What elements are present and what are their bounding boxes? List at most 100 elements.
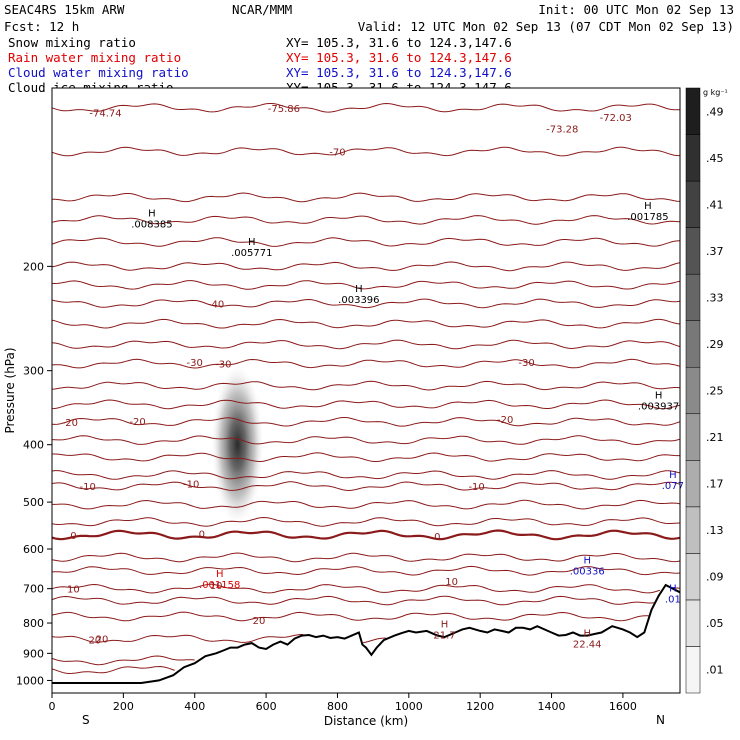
maximum-value: .001158 <box>199 580 240 591</box>
maximum-value: .003396 <box>338 295 379 306</box>
maximum-marker: H.077 <box>662 470 684 492</box>
field-xy-snow: XY= 105.3, 31.6 to 124.3,147.6 <box>286 35 512 50</box>
colorbar-segment <box>685 320 701 368</box>
colorbar-label: .29 <box>706 338 724 351</box>
maximum-value: .005771 <box>231 248 272 259</box>
x-tick-label: 0 <box>49 700 56 713</box>
y-tick-label: 400 <box>23 439 44 452</box>
maximum-marker: H.003396 <box>338 284 379 306</box>
maximum-symbol: H <box>583 556 591 567</box>
maximum-value: 22.44 <box>573 640 602 651</box>
init-label: Init: 00 UTC Mon 02 Sep 13 <box>538 2 734 17</box>
isotherm-line <box>51 280 681 290</box>
isotherm-line <box>51 380 681 391</box>
colorbar-label: .21 <box>706 431 724 444</box>
isotherm-line <box>52 192 681 203</box>
y-tick-label: 800 <box>23 617 44 630</box>
colorbar-label: .17 <box>706 478 724 491</box>
isotherm-line <box>51 481 681 492</box>
y-tick-label: 300 <box>23 365 44 378</box>
isotherm-line <box>51 611 649 622</box>
maximum-value: .001785 <box>627 212 668 223</box>
x-tick-label: 1400 <box>538 700 566 713</box>
colorbar-label: .37 <box>706 245 724 258</box>
isotherm-label: 10 <box>210 581 223 592</box>
field-name-rain: Rain water mixing ratio <box>8 50 181 65</box>
colorbar-segment <box>685 366 701 415</box>
isotherm-line <box>51 470 681 480</box>
maximum-marker: H.005771 <box>231 237 272 259</box>
colorbar-segment <box>685 460 701 508</box>
y-tick-label: 1000 <box>16 674 44 687</box>
maximum-symbol: H <box>655 391 663 402</box>
maximum-marker: H.008385 <box>131 209 172 231</box>
isotherm-label: -30 <box>518 358 534 369</box>
isotherm-label: 10 <box>445 577 458 588</box>
colorbar-label: .33 <box>706 291 724 304</box>
colorbar-segment <box>685 87 701 135</box>
terrain <box>52 583 681 684</box>
y-tick-label: 900 <box>23 647 44 660</box>
isotherm-label: -75.86 <box>268 104 300 115</box>
colorbar-segment <box>685 506 701 554</box>
y-tick-label: 600 <box>23 543 44 556</box>
colorbar-label: .45 <box>706 152 724 165</box>
isotherm-line <box>51 399 681 410</box>
temperature-contours: -75.86 -70 -40 -30 -20 -10 0 10 20 -20 -20 -30 -30 -1… <box>51 102 681 675</box>
isotherm-label: 20 <box>253 616 266 627</box>
isotherm-line <box>51 318 681 329</box>
isotherm-line <box>51 237 681 247</box>
maximum-value: .003937 <box>638 402 679 413</box>
maximum-value: .008385 <box>131 220 172 231</box>
isotherm-line <box>51 261 681 272</box>
org-label: NCAR/MMM <box>232 2 292 17</box>
x-tick-label: 1600 <box>609 700 637 713</box>
isotherm-line <box>51 516 681 527</box>
y-axis-label: Pressure (hPa) <box>3 347 17 433</box>
y-tick-label: 500 <box>23 496 44 509</box>
colorbar-unit: g kg⁻¹ <box>703 88 728 97</box>
x-tick-label: 600 <box>256 700 277 713</box>
maximum-symbol: H <box>355 284 363 295</box>
maximum-symbol: H <box>248 237 256 248</box>
isotherm-label: -30 <box>187 358 203 369</box>
maximum-symbol: H <box>669 583 677 594</box>
maximum-marker: H.001785 <box>627 201 668 223</box>
isotherm-line <box>51 595 655 606</box>
isotherm-line <box>51 552 681 563</box>
colorbar-segment <box>685 134 701 182</box>
isotherm-label: -20 <box>129 417 145 428</box>
isotherm-label: -30 <box>215 360 231 371</box>
isotherm-line <box>51 634 386 644</box>
isotherm-label: 10 <box>67 585 80 596</box>
maximum-marker: H.00336 <box>570 556 605 578</box>
maximum-symbol: H <box>148 209 156 220</box>
maximum-marker: H.003937 <box>638 391 679 413</box>
colorbar-segment <box>685 273 701 321</box>
colorbar-label: .41 <box>706 198 724 211</box>
maximum-value: .077 <box>662 481 684 492</box>
x-axis: 0 200 400 600 800 1000 1200 1400 1600 <box>49 693 637 713</box>
maximum-symbol: H <box>669 470 677 481</box>
model-title: SEAC4RS 15km ARW <box>4 2 125 17</box>
field-xy-rain: XY= 105.3, 31.6 to 124.3,147.6 <box>286 50 512 65</box>
isotherm-line <box>51 529 681 541</box>
isotherm-line <box>51 665 175 675</box>
y-tick-label: 200 <box>23 260 44 273</box>
maxima-labels: H.008385H.005771H.003396H.001785H.003937… <box>131 201 684 651</box>
isotherm-label: -74.74 <box>89 109 121 120</box>
colorbar-label: .49 <box>706 105 724 118</box>
isotherm-label: 20 <box>96 635 109 646</box>
colorbar-segment <box>685 180 701 228</box>
isotherm-label: -70 <box>329 148 345 159</box>
maximum-symbol: H <box>441 620 449 631</box>
maximum-marker: H.001158 <box>199 569 240 591</box>
isotherm-label: -10 <box>183 479 199 490</box>
maximum-symbol: H <box>644 201 652 212</box>
maximum-value: 21.7 <box>433 631 455 642</box>
snow-shading <box>211 364 264 525</box>
isotherm-line <box>51 298 681 309</box>
maximum-marker: H21.7 <box>433 620 455 642</box>
isotherm-label: 0 <box>70 531 76 542</box>
isotherm-label: -72.03 <box>600 113 632 124</box>
